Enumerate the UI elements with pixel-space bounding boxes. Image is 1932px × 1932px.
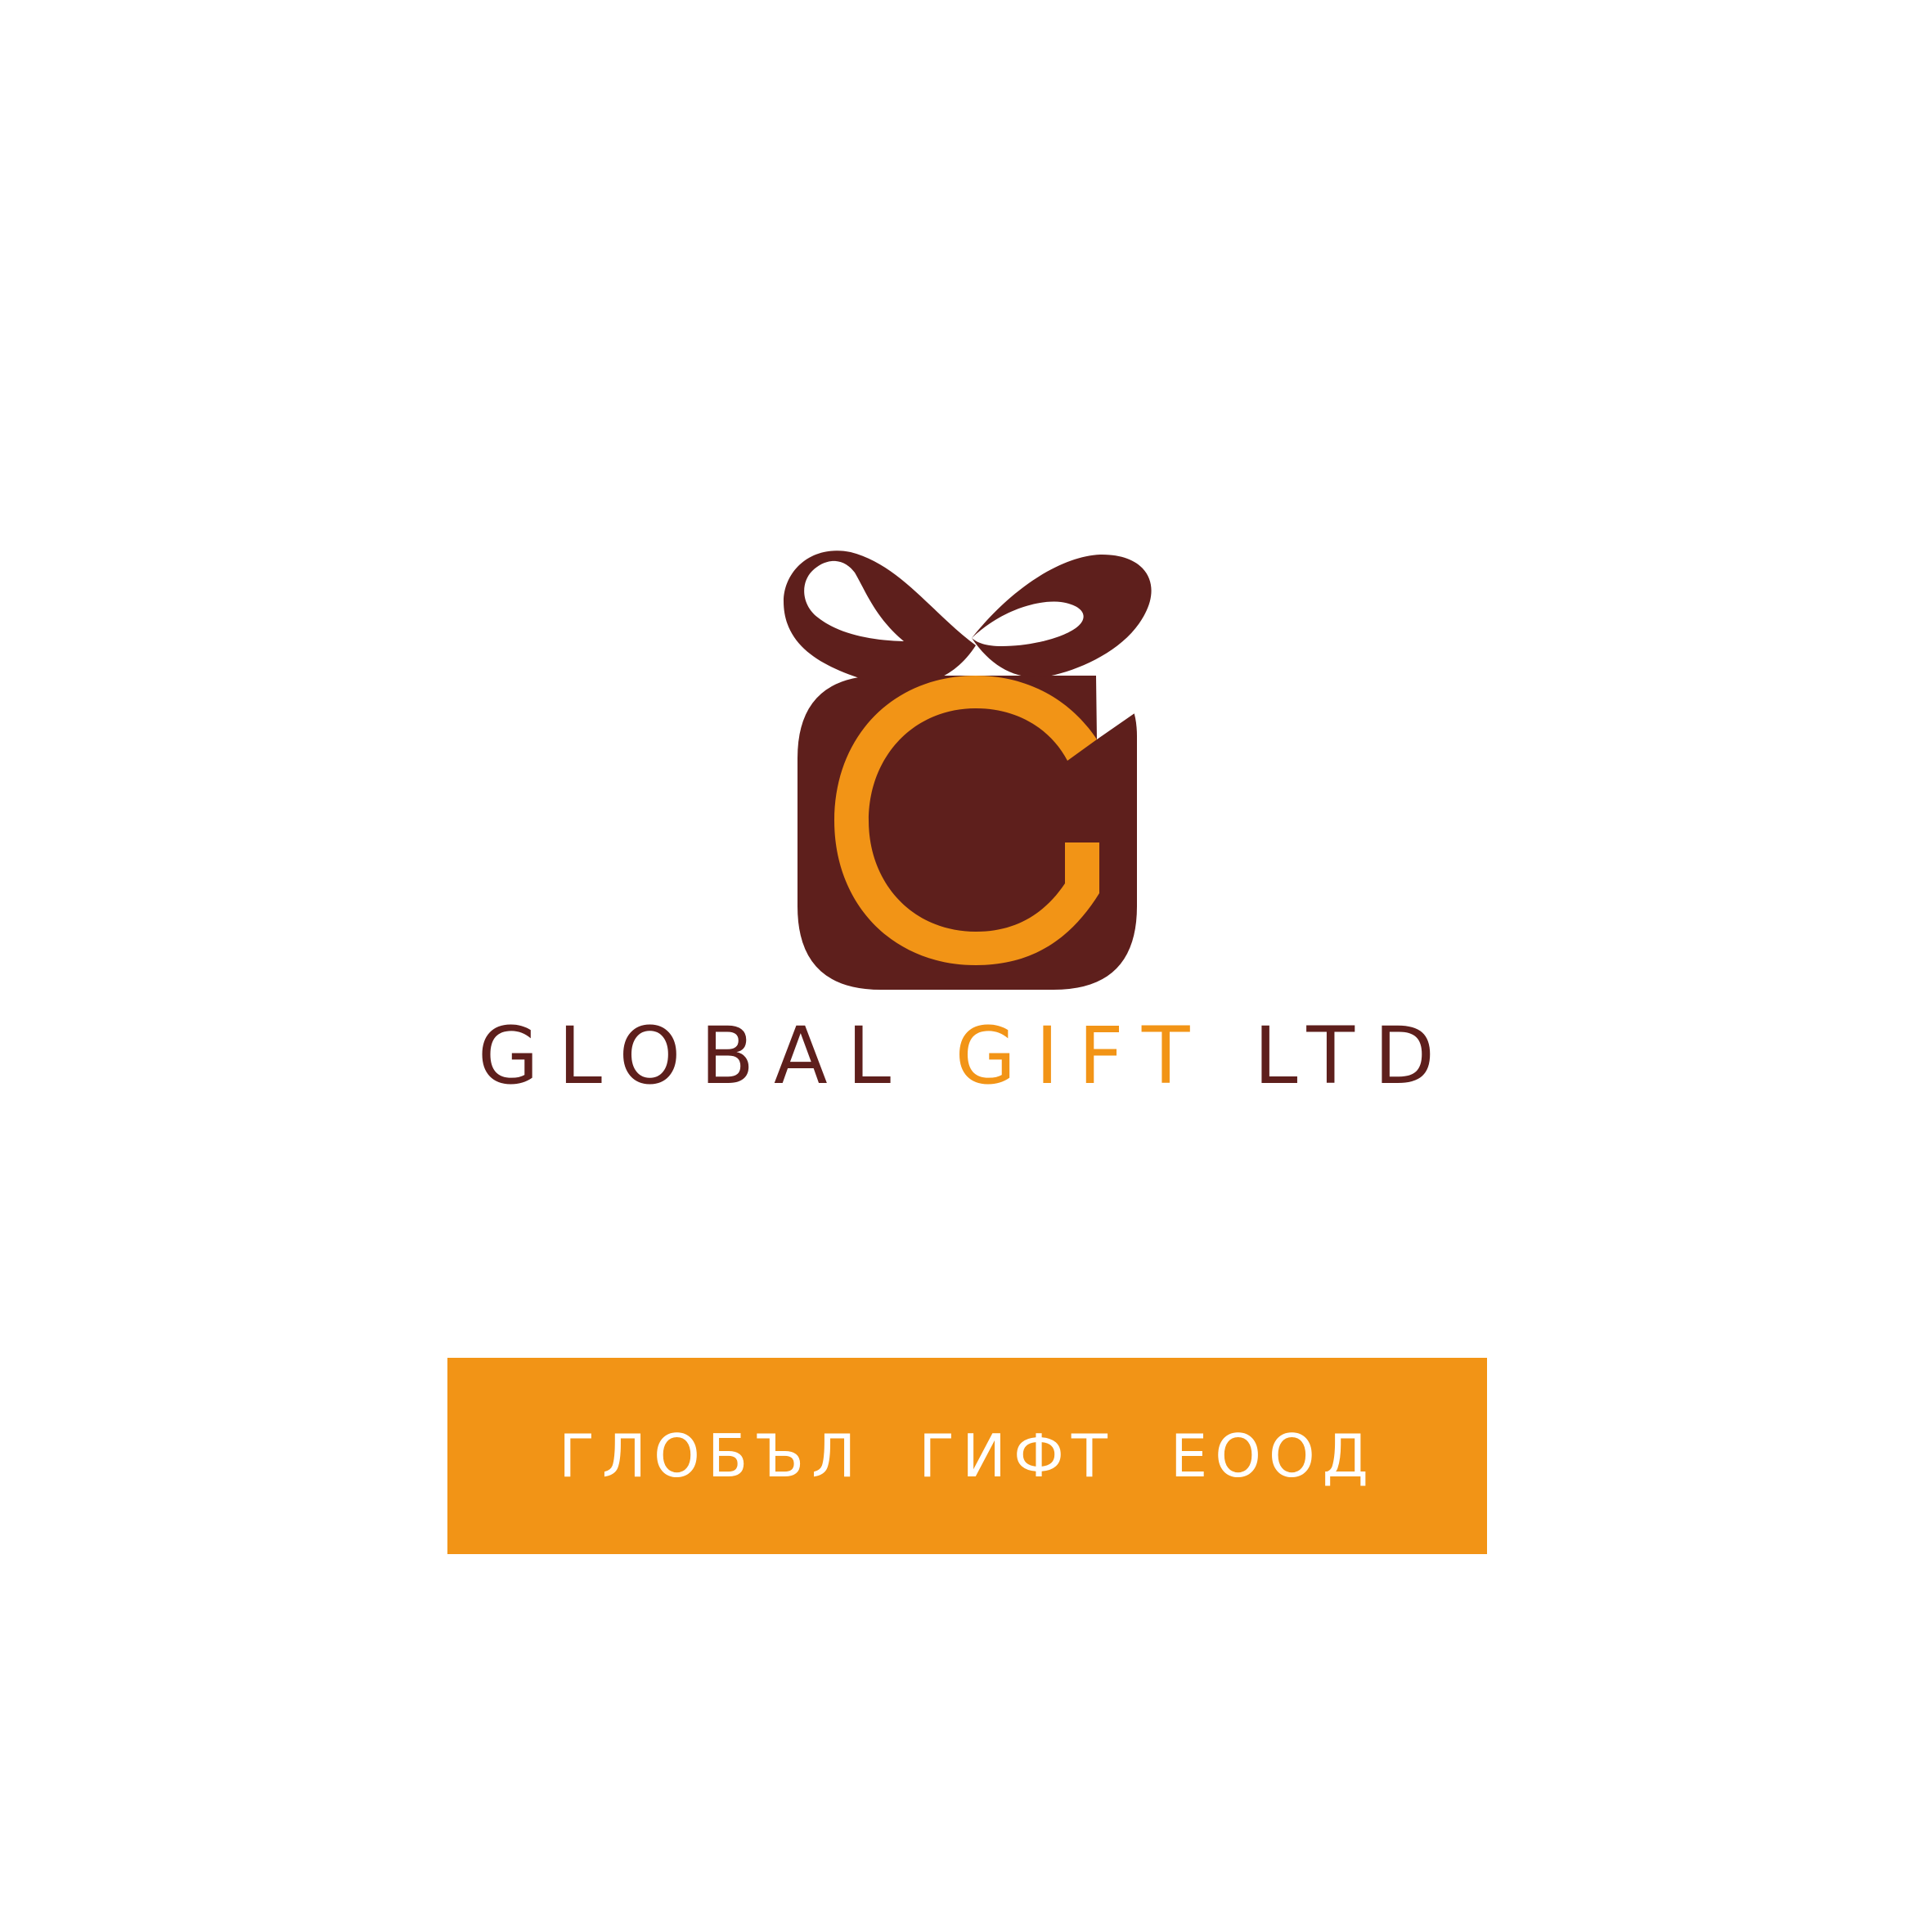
bow-left-hole xyxy=(804,560,904,641)
wordmark-ltd: LTD xyxy=(1209,1010,1454,1102)
wordmark-global: GLOBAL xyxy=(478,1010,955,1102)
bow-right-hole xyxy=(972,601,1084,646)
box-corner-cut xyxy=(1096,676,1141,739)
banner-company-name: ГЛОБЪЛ ГИФТ ЕООД xyxy=(559,1422,1376,1490)
wordmark-gift: GIFT xyxy=(955,1010,1210,1102)
company-wordmark: GLOBAL GIFT LTD xyxy=(0,1017,1932,1095)
g-crossbar-brown xyxy=(991,811,1137,842)
company-name-banner: ГЛОБЪЛ ГИФТ ЕООД xyxy=(447,1358,1487,1554)
